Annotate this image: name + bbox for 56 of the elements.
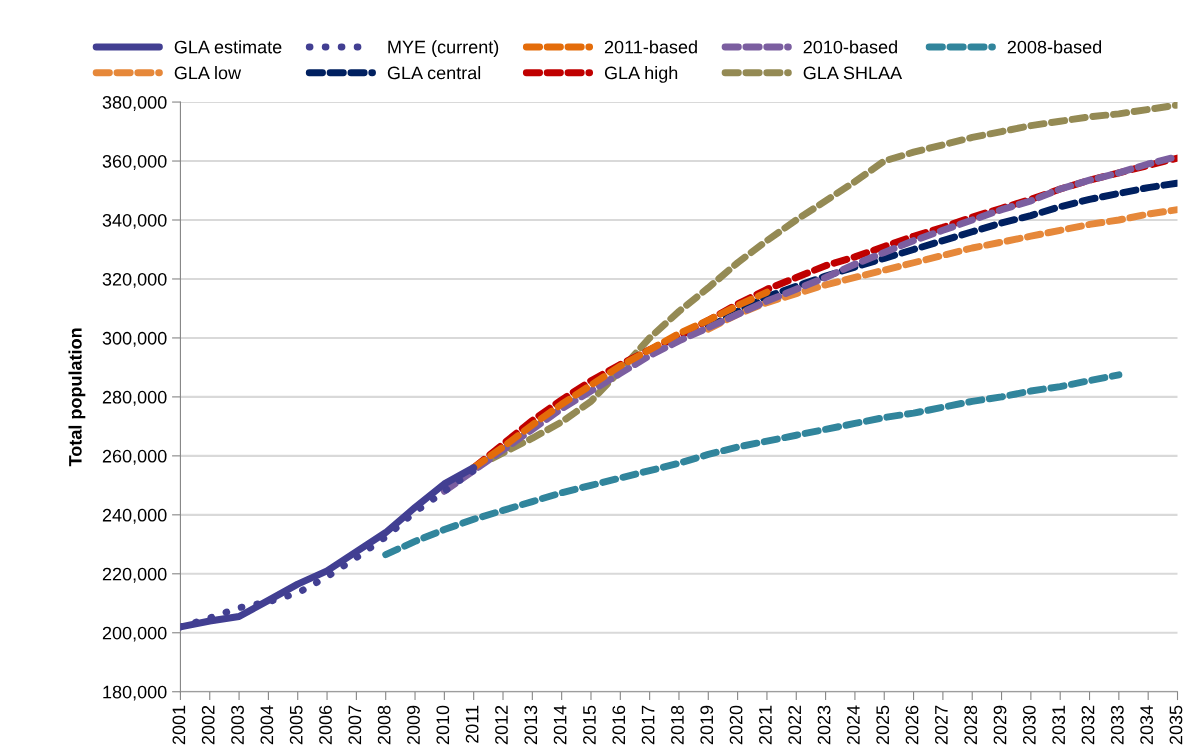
y-tick-label: 200,000: [102, 626, 167, 642]
y-tick-label: 360,000: [102, 154, 167, 170]
x-tick-label: 2023: [817, 705, 831, 745]
y-tick-label: 340,000: [102, 213, 167, 229]
legend-label: GLA central: [387, 66, 481, 80]
x-tick-label: 2005: [289, 705, 303, 745]
x-tick-label: 2032: [1081, 705, 1095, 745]
x-tick-label: 2002: [201, 705, 215, 745]
legend-label: GLA estimate: [174, 40, 282, 54]
x-tick-label: 2031: [1052, 705, 1066, 745]
x-tick-label: 2012: [495, 705, 508, 745]
x-tick-label: 2028: [964, 705, 978, 745]
legend-label: GLA SHLAA: [803, 66, 903, 80]
y-tick-label: 320,000: [102, 272, 167, 288]
y-tick-label: 280,000: [102, 390, 167, 406]
x-tick-label: 2035: [1169, 705, 1183, 745]
x-tick-label: 2030: [1022, 705, 1036, 745]
legend-label: GLA low: [174, 66, 242, 80]
legend-label: GLA high: [604, 66, 678, 83]
y-tick-label: 300,000: [102, 331, 167, 347]
x-tick-label: 2008: [377, 705, 391, 745]
x-tick-label: 2016: [612, 705, 626, 745]
x-tick-label: 2027: [934, 705, 948, 745]
x-tick-label: 2015: [583, 705, 596, 745]
x-tick-label: 2022: [788, 705, 802, 745]
x-tick-label: 2009: [407, 705, 420, 745]
x-tick-label: 2021: [759, 705, 772, 745]
y-tick-label: 380,000: [102, 95, 167, 111]
x-tick-label: 2013: [524, 705, 538, 745]
y-tick-label: 220,000: [102, 567, 167, 583]
x-tick-label: 2004: [260, 705, 274, 745]
x-tick-label: 2001: [172, 705, 186, 745]
legend-label: 2008-based: [1007, 40, 1102, 54]
x-tick-label: 2034: [1140, 705, 1154, 745]
legend-label: MYE (current): [388, 40, 499, 57]
x-tick-label: 2020: [729, 705, 743, 745]
y-tick-label: 260,000: [102, 449, 167, 465]
x-tick-label: 2017: [641, 705, 655, 745]
x-tick-label: 2026: [905, 705, 919, 745]
x-tick-label: 2003: [231, 705, 244, 745]
x-tick-label: 2006: [319, 705, 332, 745]
x-tick-label: 2025: [876, 705, 890, 745]
legend-label: 2010-based: [803, 40, 897, 54]
x-tick-label: 2011: [465, 705, 479, 743]
y-tick-label: 180,000: [103, 685, 167, 701]
x-tick-label: 2007: [348, 705, 362, 745]
x-tick-label: 2033: [1110, 705, 1124, 745]
legend-label: 2011-based: [604, 40, 697, 54]
y-tick-label: 240,000: [102, 508, 167, 524]
y-axis-title: Total population: [68, 328, 86, 467]
x-tick-label: 2029: [993, 705, 1007, 745]
x-tick-label: 2024: [846, 705, 860, 745]
x-tick-label: 2010: [436, 705, 450, 745]
x-tick-label: 2014: [553, 705, 567, 745]
x-tick-label: 2018: [671, 705, 684, 745]
x-tick-label: 2019: [700, 705, 714, 745]
